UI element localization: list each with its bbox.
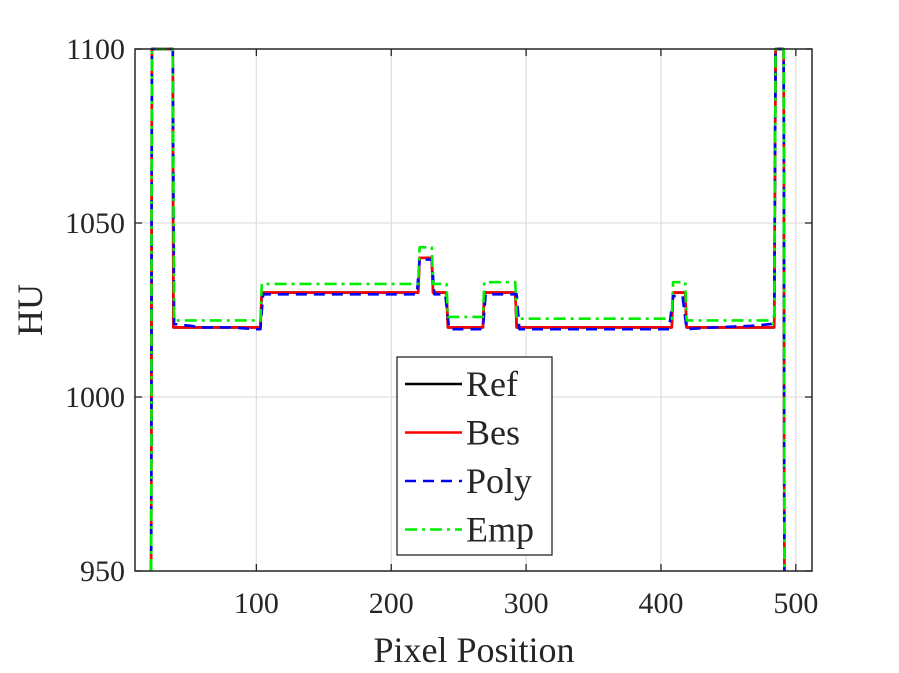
- legend-label-poly: Poly: [466, 461, 532, 501]
- axes-frame: [134, 48, 813, 572]
- y-tick-label: 1100: [66, 33, 125, 66]
- y-tick-label: 1050: [65, 207, 125, 240]
- legend: Ref Bes Poly Emp: [396, 356, 553, 556]
- y-tick-label: 950: [80, 555, 125, 588]
- series-lines: [149, 47, 786, 572]
- legend-label-bes: Bes: [466, 413, 520, 453]
- tick-labels: 100 200 300 400 500 950 1000 1050 1100: [65, 33, 818, 620]
- x-axis-label: Pixel Position: [373, 630, 574, 670]
- y-axis-label: HU: [10, 284, 50, 336]
- x-tick-label: 300: [504, 587, 549, 620]
- x-tick-label: 200: [369, 587, 414, 620]
- legend-label-emp: Emp: [466, 510, 534, 550]
- legend-label-ref: Ref: [466, 364, 518, 404]
- x-tick-label: 100: [234, 587, 279, 620]
- legend-box: [396, 356, 553, 556]
- x-tick-label: 400: [638, 587, 683, 620]
- axes: [134, 48, 813, 572]
- series-line-emp: [149, 47, 786, 572]
- series-line-poly: [149, 47, 786, 572]
- y-tick-label: 1000: [65, 381, 125, 414]
- x-tick-label: 500: [773, 587, 818, 620]
